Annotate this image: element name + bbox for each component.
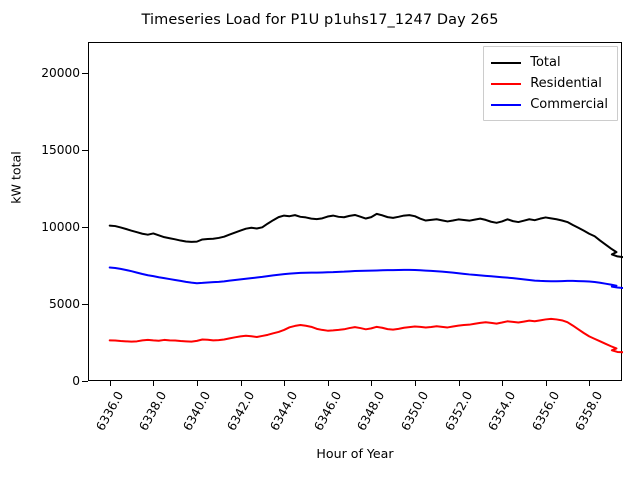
- legend-label: Commercial: [530, 97, 608, 112]
- x-axis-tick: [545, 381, 547, 386]
- y-axis-tick-label: 15000: [41, 142, 80, 157]
- chart-title: Timeseries Load for P1U p1uhs17_1247 Day…: [141, 12, 499, 28]
- x-axis-tick-label: 6336.0: [93, 389, 127, 434]
- y-axis-tick-label: 5000: [48, 296, 80, 311]
- y-axis-tick-labels: 0 5000 10000 15000 20000: [0, 42, 80, 388]
- x-axis-tick: [327, 381, 329, 386]
- legend-line-swatch: [491, 82, 522, 85]
- legend-line-swatch: [491, 61, 522, 64]
- x-axis-tick: [371, 381, 373, 386]
- y-axis-tick: [82, 149, 88, 151]
- x-axis-tick-label: 6358.0: [572, 389, 606, 434]
- y-axis-label: kW total: [8, 151, 24, 204]
- x-axis-tick-label: 6348.0: [354, 389, 388, 434]
- x-axis-tick-label: 6338.0: [136, 389, 170, 434]
- x-axis-tick-label: 6346.0: [311, 389, 344, 434]
- y-axis-tick-label: 10000: [41, 219, 80, 234]
- y-axis-tick: [82, 381, 88, 382]
- x-axis-tick: [414, 381, 416, 386]
- legend-entry-commercial: Commercial: [491, 94, 608, 115]
- legend-label: Total: [530, 55, 561, 70]
- x-axis-tick: [240, 381, 242, 386]
- series-line-commercial: [108, 266, 623, 289]
- x-axis-tick: [589, 381, 591, 386]
- series-line-total: [108, 212, 623, 259]
- legend-label: Residential: [530, 76, 602, 91]
- x-axis-tick-label: 6340.0: [180, 389, 214, 434]
- x-axis-tick-label: 6352.0: [441, 389, 475, 434]
- x-axis-tick: [196, 381, 198, 386]
- x-axis-tick-label: 6342.0: [223, 389, 257, 434]
- y-axis-tick-label: 20000: [41, 65, 80, 80]
- y-axis-tick-marks: [0, 42, 90, 382]
- x-axis-tick: [284, 381, 286, 386]
- x-axis-tick: [109, 381, 111, 386]
- legend-entry-total: Total: [491, 52, 608, 73]
- x-axis-tick-label: 6356.0: [529, 389, 562, 434]
- x-axis-tick-label: 6344.0: [267, 389, 301, 434]
- x-axis-tick-marks: [88, 381, 622, 389]
- plot-lines: [108, 212, 623, 354]
- legend-line-swatch: [491, 103, 522, 106]
- chart-legend: Total Residential Commercial: [483, 46, 618, 121]
- y-axis-tick: [82, 303, 88, 305]
- series-line-residential: [108, 317, 623, 354]
- x-axis-tick: [153, 381, 155, 386]
- x-axis-label: Hour of Year: [316, 446, 394, 461]
- y-axis-tick: [82, 72, 88, 74]
- y-axis-tick-label: 0: [72, 374, 80, 388]
- y-axis-tick: [82, 226, 88, 228]
- legend-entry-residential: Residential: [491, 73, 608, 94]
- x-axis-tick: [502, 381, 504, 386]
- x-axis-tick: [458, 381, 460, 386]
- x-axis-tick-label: 6350.0: [398, 389, 432, 434]
- x-axis-tick-label: 6354.0: [485, 389, 519, 434]
